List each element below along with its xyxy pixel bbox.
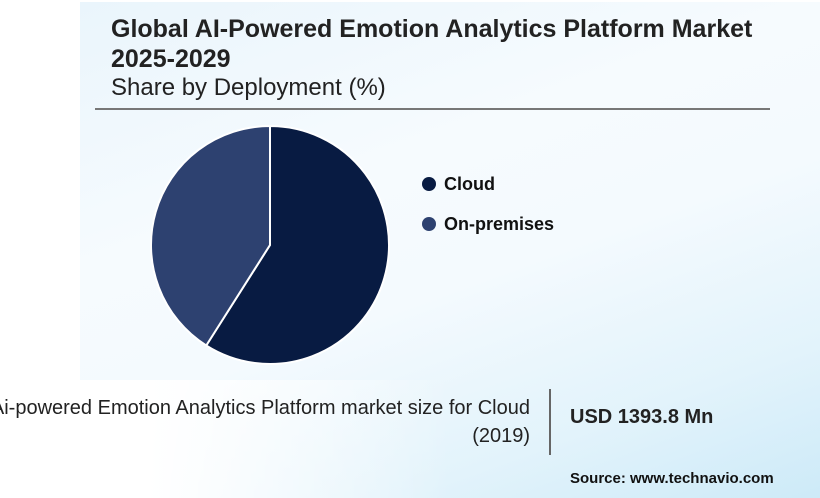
pie-slice-on-premises [150,125,271,347]
legend-dot-icon [422,217,436,231]
chart-subtitle: Share by Deployment (%) [111,74,386,101]
legend-item-cloud: Cloud [422,172,554,196]
stat-divider [549,389,551,455]
legend-label: Cloud [444,173,495,194]
legend-dot-icon [422,177,436,191]
market-size-label: Ai-powered Emotion Analytics Platform ma… [0,397,530,447]
pie-chart [150,125,390,365]
legend-item-on-premises: On-premises [422,212,554,236]
legend-label: On-premises [444,213,555,234]
legend: Cloud On-premises [422,172,554,252]
pie-slice-cloud [205,125,390,365]
market-size-value: USD 1393.8 Mn [570,406,714,428]
source-credit: Source: www.technavio.com [570,470,774,487]
title-divider [95,108,770,110]
chart-title: Global AI-Powered Emotion Analytics Plat… [111,15,753,73]
